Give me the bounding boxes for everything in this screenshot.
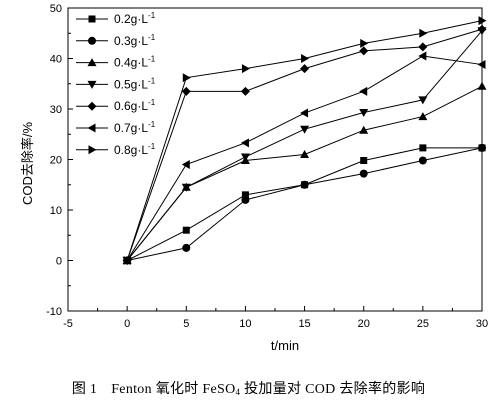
y-tick-label: 40 <box>50 54 62 66</box>
legend-marker <box>87 58 97 67</box>
data-point-series-6 <box>477 60 486 70</box>
data-point-series-6 <box>418 51 427 61</box>
data-point-series-7 <box>419 28 428 38</box>
data-point-series-5 <box>477 24 487 34</box>
legend-marker <box>87 101 97 111</box>
legend-label-superscript: -1 <box>148 11 156 20</box>
series-line-2 <box>127 147 483 261</box>
data-point-series-3 <box>418 112 428 121</box>
data-point-series-7 <box>478 16 487 26</box>
legend-marker <box>87 80 97 89</box>
x-axis-title: t/min <box>271 338 299 353</box>
figure-number: 图 1 <box>71 382 98 397</box>
data-point-series-2 <box>359 169 368 178</box>
series-line-6 <box>126 55 483 261</box>
legend-label-superscript: -1 <box>148 55 156 64</box>
data-point-series-2 <box>300 180 309 189</box>
data-point-series-5 <box>418 42 428 52</box>
legend-label: 0.8g·L-1 <box>114 142 156 157</box>
data-point-series-2 <box>241 195 250 204</box>
data-point-series-5 <box>300 64 310 74</box>
data-point-series-6 <box>300 108 309 118</box>
x-tick-label: 15 <box>298 318 310 330</box>
y-tick-label: 10 <box>50 205 62 217</box>
x-tick-label: 20 <box>358 318 370 330</box>
data-point-series-1 <box>182 226 190 234</box>
data-point-series-2 <box>418 156 427 165</box>
data-point-series-1 <box>241 191 249 199</box>
y-tick-label: 50 <box>50 3 62 15</box>
legend-label: 0.6g·L-1 <box>114 98 156 113</box>
data-point-series-3 <box>359 125 369 134</box>
y-tick-label: 30 <box>50 104 62 116</box>
series-line-1 <box>126 147 482 261</box>
x-tick-label: 25 <box>417 318 429 330</box>
data-point-series-6 <box>240 138 249 148</box>
legend-label: 0.3g·L-1 <box>114 33 156 48</box>
caption-text-before: Fenton 氧化时 FeSO <box>111 382 236 397</box>
data-point-series-6 <box>181 160 190 170</box>
series-line-5 <box>126 28 483 261</box>
data-point-series-4 <box>181 183 191 192</box>
y-tick-label: -10 <box>46 306 62 318</box>
data-point-series-4 <box>240 153 250 162</box>
legend-marker <box>88 145 97 155</box>
data-point-series-7 <box>241 64 250 74</box>
x-tick-label: -5 <box>63 318 73 330</box>
data-point-series-7 <box>301 54 310 63</box>
legend-marker <box>87 123 96 133</box>
data-point-series-6 <box>359 86 368 96</box>
data-point-series-2 <box>478 143 486 152</box>
x-tick-label: 30 <box>476 318 488 330</box>
legend-label-superscript: -1 <box>148 76 156 85</box>
x-tick-label: 10 <box>239 318 251 330</box>
data-point-series-1 <box>419 144 427 152</box>
legend-label-superscript: -1 <box>148 120 156 129</box>
data-point-series-5 <box>181 86 191 96</box>
legend-label: 0.2g·L-1 <box>114 11 156 26</box>
caption-text-after: 投加量对 COD 去除率的影响 <box>240 382 426 397</box>
data-point-series-1 <box>360 157 368 165</box>
legend-label: 0.7g·L-1 <box>114 120 156 135</box>
caption-subscript: 4 <box>235 387 241 397</box>
data-point-series-7 <box>182 73 191 83</box>
data-point-series-4 <box>300 125 310 134</box>
data-point-series-3 <box>477 81 487 90</box>
legend-label: 0.4g·L-1 <box>114 55 156 70</box>
data-point-series-4 <box>418 96 428 105</box>
y-tick-label: 20 <box>50 155 62 167</box>
legend-marker <box>88 36 96 45</box>
x-tick-label: 0 <box>124 318 130 330</box>
legend-label-superscript: -1 <box>148 33 156 42</box>
data-point-series-4 <box>359 109 369 118</box>
legend-label-superscript: -1 <box>148 142 156 151</box>
data-point-series-7 <box>360 38 369 48</box>
legend-label-superscript: -1 <box>148 98 156 107</box>
data-point-series-2 <box>182 243 191 252</box>
y-tick-label: 0 <box>56 256 62 268</box>
data-point-series-7 <box>123 256 132 265</box>
figure-caption: 图 1 Fenton 氧化时 FeSO4 投加量对 COD 去除率的影响 <box>0 378 497 398</box>
legend-label: 0.5g·L-1 <box>114 76 156 91</box>
data-point-series-5 <box>240 86 250 96</box>
legend-marker <box>88 15 96 23</box>
data-point-series-3 <box>300 149 310 158</box>
data-point-series-5 <box>359 46 369 56</box>
y-axis-title: COD去除率/% <box>20 122 35 206</box>
x-tick-label: 5 <box>183 318 189 330</box>
